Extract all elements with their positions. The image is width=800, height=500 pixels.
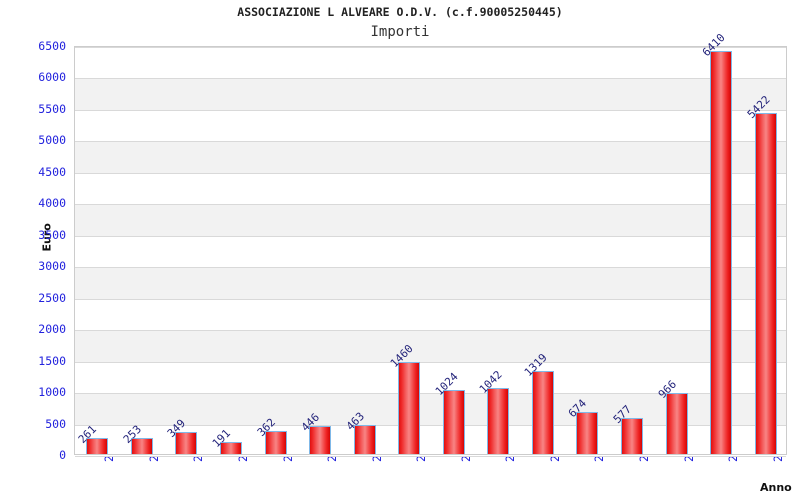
y-tick-label: 5000 (38, 133, 66, 148)
plot-band (75, 78, 786, 110)
y-tick-label: 4500 (38, 164, 66, 179)
bar[interactable] (130, 438, 153, 454)
y-tick-label: 0 (59, 448, 66, 462)
plot-area: 261 253 349 191 362 446 463 1460 1024 1042 1319 674… (74, 31, 787, 457)
gridline (75, 172, 786, 174)
y-tick-label: 1500 (38, 353, 66, 368)
gridline (75, 361, 786, 363)
bar[interactable] (531, 371, 554, 454)
gridline (75, 235, 786, 237)
gridline (75, 47, 786, 48)
x-axis-title: Anno (760, 481, 792, 494)
y-tick-label: 3000 (38, 259, 66, 274)
y-tick-label: 6500 (38, 39, 66, 53)
y-tick-label: 1000 (38, 385, 66, 400)
bar[interactable] (665, 393, 688, 454)
gridline (75, 424, 786, 426)
gridline (75, 456, 786, 457)
y-tick-label: 3500 (38, 227, 66, 242)
plot-band (75, 330, 786, 362)
bar[interactable] (353, 424, 376, 454)
chart-subtitle: Importi (370, 24, 430, 40)
y-tick-label: 2500 (38, 290, 66, 305)
plot-band (75, 267, 786, 299)
y-tick-label: 5500 (38, 101, 66, 116)
bar[interactable] (754, 112, 777, 454)
bar[interactable] (264, 431, 287, 454)
bar[interactable] (219, 441, 242, 454)
plot-band (75, 204, 786, 236)
y-tick-label: 4000 (38, 196, 66, 211)
gridline (75, 141, 786, 143)
bar[interactable] (442, 389, 465, 454)
y-tick-label: 500 (45, 416, 66, 431)
plot-band (75, 141, 786, 173)
gridline (75, 298, 786, 300)
bar[interactable] (621, 417, 644, 454)
gridline (75, 267, 786, 269)
gridline (75, 109, 786, 111)
gridline (75, 204, 786, 206)
bar[interactable] (309, 425, 332, 454)
y-tick-label: 2000 (38, 322, 66, 337)
bar[interactable] (86, 437, 109, 454)
y-tick-label: 6000 (38, 70, 66, 85)
bar[interactable] (487, 388, 510, 454)
bar[interactable] (710, 50, 733, 454)
bar[interactable] (398, 362, 421, 454)
bar[interactable] (576, 411, 599, 454)
gridline (75, 78, 786, 80)
gridline (75, 330, 786, 332)
bar[interactable] (175, 432, 198, 454)
chart-title: ASSOCIAZIONE L ALVEARE O.D.V. (c.f.90005… (237, 5, 563, 19)
gridline (75, 393, 786, 395)
